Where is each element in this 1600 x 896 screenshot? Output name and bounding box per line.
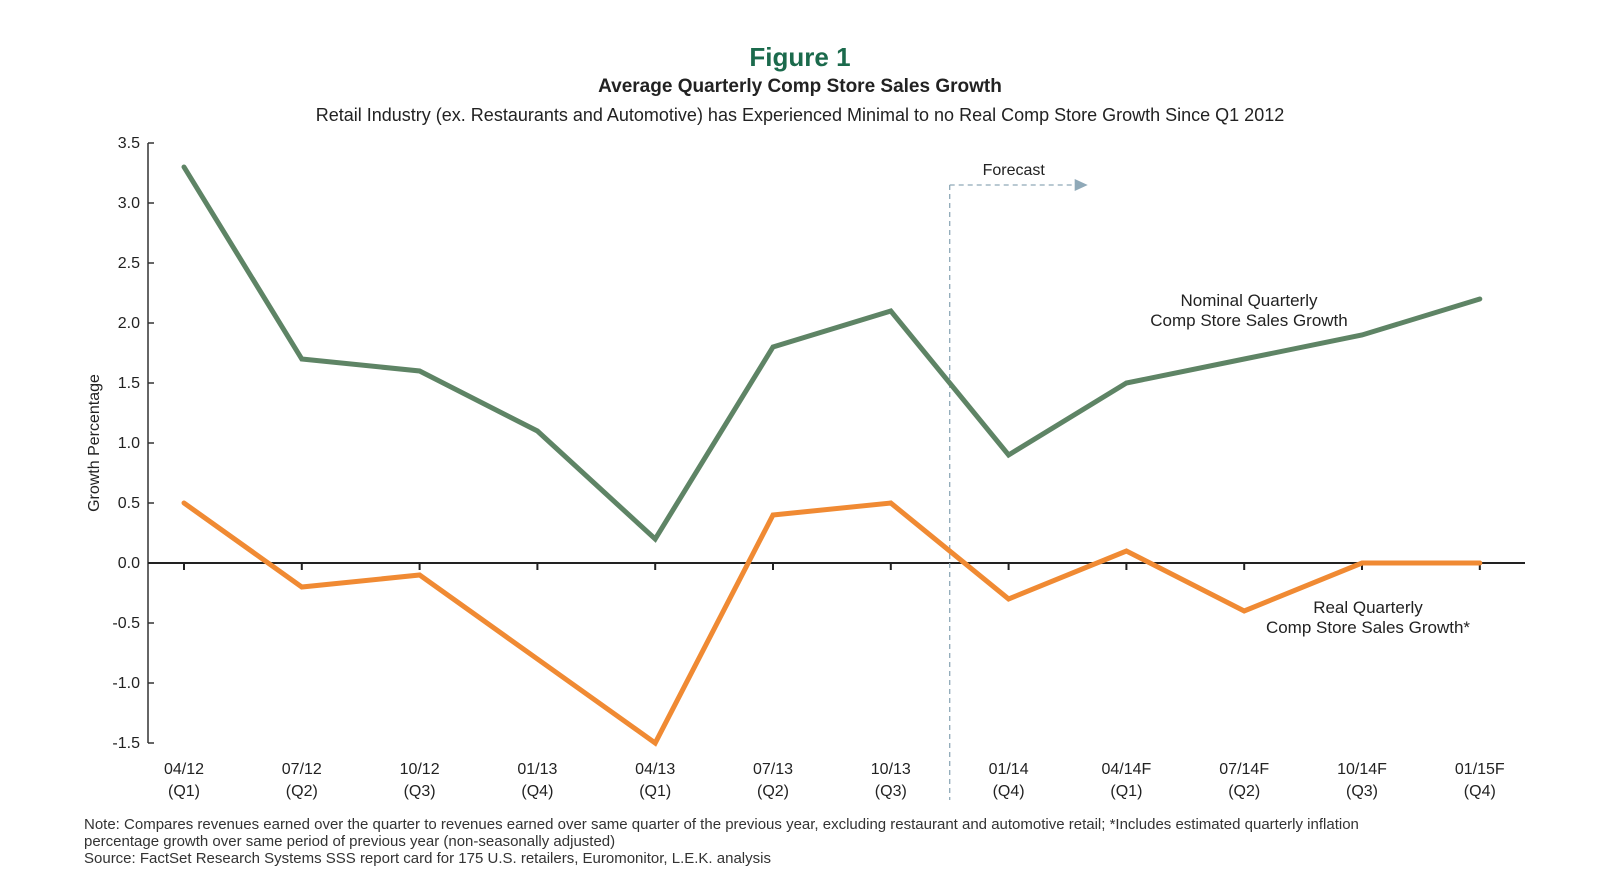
y-tick-label: -1.5 <box>112 735 140 752</box>
x-tick-label: 07/14F <box>1219 761 1269 778</box>
x-tick-label: 07/13 <box>753 761 793 778</box>
note-line-2: percentage growth over same period of pr… <box>84 833 616 850</box>
chart-subtitle: Retail Industry (ex. Restaurants and Aut… <box>315 105 1285 125</box>
y-tick-label: 2.5 <box>118 255 140 272</box>
x-tick-sublabel: (Q4) <box>1464 783 1496 800</box>
x-tick-sublabel: (Q2) <box>757 783 789 800</box>
forecast-arrow-head <box>1074 179 1088 191</box>
x-tick-sublabel: (Q2) <box>1228 783 1260 800</box>
y-tick-label: 0.5 <box>118 495 140 512</box>
y-tick-label: 3.5 <box>118 135 140 152</box>
x-tick-label: 04/14F <box>1101 761 1151 778</box>
real-series-label: Real Quarterly <box>1313 598 1423 617</box>
y-tick-label: -0.5 <box>112 615 140 632</box>
x-tick-label: 10/14F <box>1337 761 1387 778</box>
x-tick-sublabel: (Q1) <box>1110 783 1142 800</box>
y-tick-label: 0.0 <box>118 555 140 572</box>
x-tick-label: 10/13 <box>871 761 911 778</box>
x-tick-label: 01/15F <box>1455 761 1505 778</box>
y-tick-label: -1.0 <box>112 675 140 692</box>
x-tick-sublabel: (Q2) <box>286 783 318 800</box>
figure-label: Figure 1 <box>749 42 851 72</box>
x-tick-sublabel: (Q3) <box>1346 783 1378 800</box>
x-tick-sublabel: (Q4) <box>993 783 1025 800</box>
x-tick-sublabel: (Q3) <box>404 783 436 800</box>
footnotes: Note: Compares revenues earned over the … <box>84 816 1584 867</box>
x-tick-sublabel: (Q3) <box>875 783 907 800</box>
x-tick-sublabel: (Q1) <box>168 783 200 800</box>
x-tick-sublabel: (Q4) <box>521 783 553 800</box>
x-tick-label: 10/12 <box>400 761 440 778</box>
y-tick-label: 3.0 <box>118 195 140 212</box>
nominal-series-label: Nominal Quarterly <box>1181 291 1318 310</box>
y-tick-label: 1.5 <box>118 375 140 392</box>
x-tick-label: 04/13 <box>635 761 675 778</box>
x-tick-label: 07/12 <box>282 761 322 778</box>
real-growth-line <box>181 500 1483 747</box>
x-tick-label: 01/13 <box>517 761 557 778</box>
source-line: Source: FactSet Research Systems SSS rep… <box>84 850 771 867</box>
x-tick-sublabel: (Q1) <box>639 783 671 800</box>
x-tick-label: 04/12 <box>164 761 204 778</box>
nominal-growth-line <box>181 164 1483 543</box>
real-series-label-line2: Comp Store Sales Growth* <box>1266 618 1470 637</box>
x-tick-label: 01/14 <box>989 761 1029 778</box>
y-tick-label: 1.0 <box>118 435 140 452</box>
y-axis-title: Growth Percentage <box>86 374 103 512</box>
chart-title: Average Quarterly Comp Store Sales Growt… <box>598 76 1002 97</box>
nominal-series-label-line2: Comp Store Sales Growth <box>1150 311 1347 330</box>
y-tick-label: 2.0 <box>118 315 140 332</box>
forecast-label: Forecast <box>983 162 1046 179</box>
note-line-1: Note: Compares revenues earned over the … <box>84 816 1359 833</box>
